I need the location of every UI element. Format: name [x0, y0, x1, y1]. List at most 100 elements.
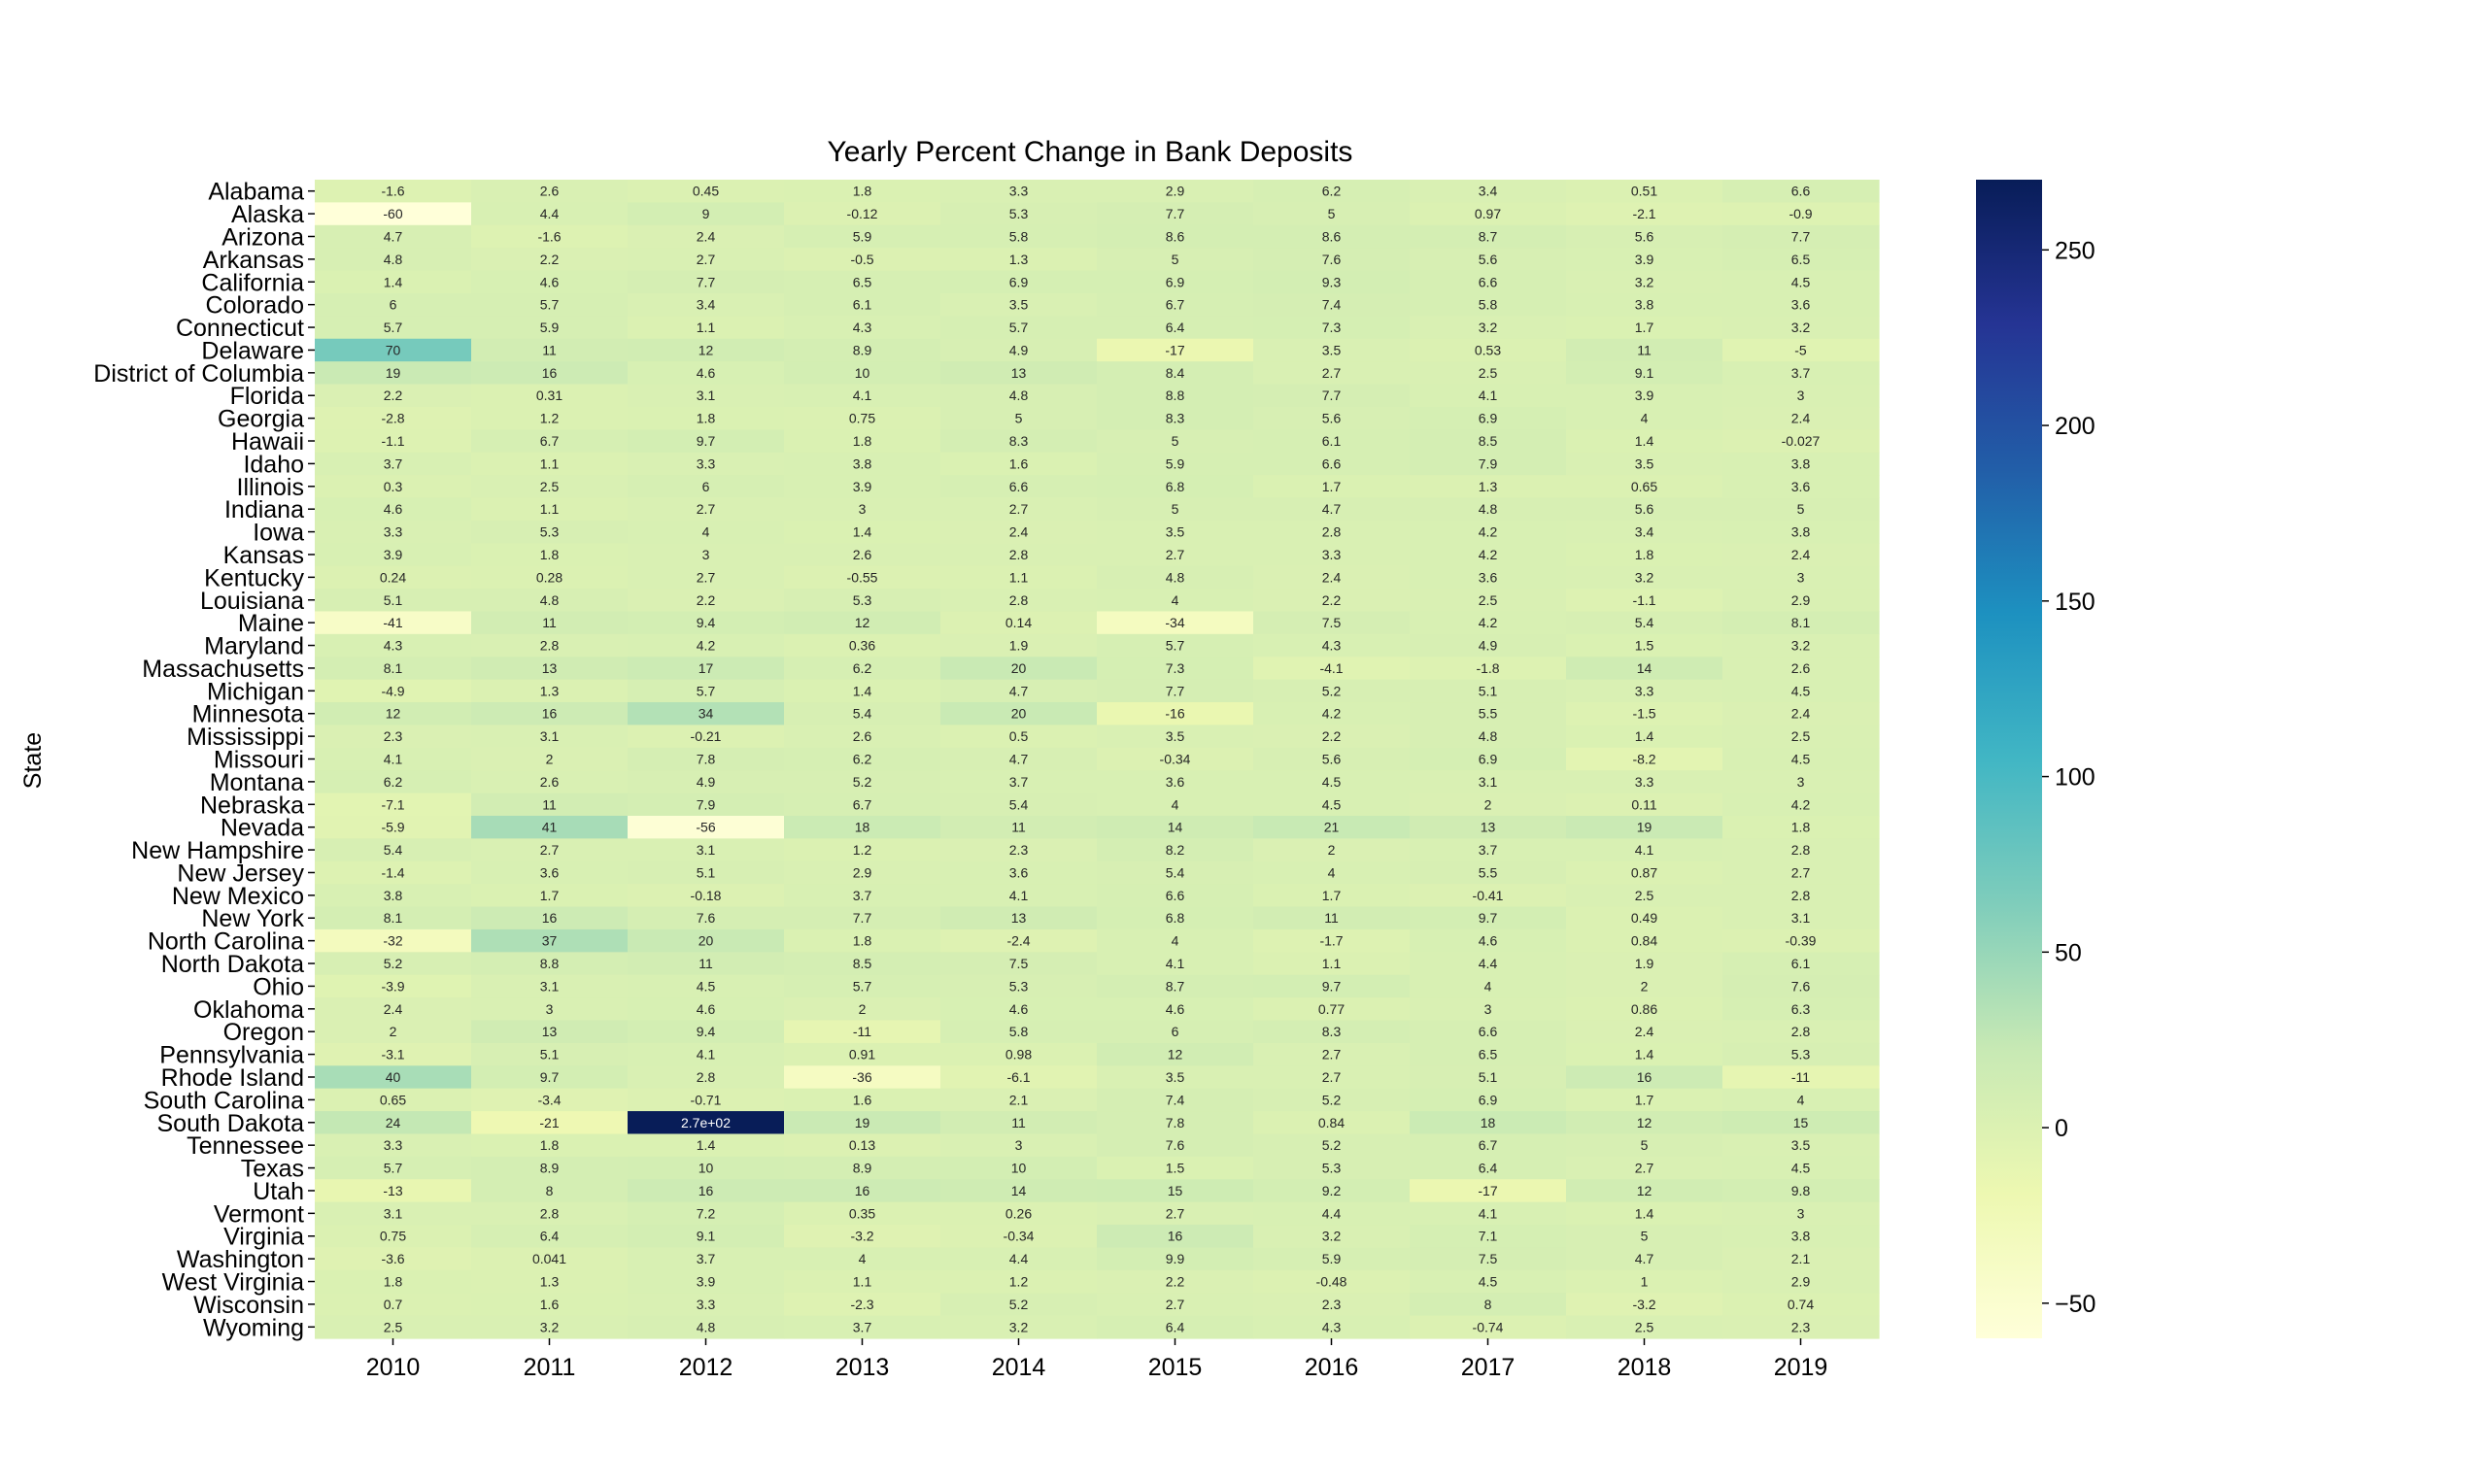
cell-value-label: -0.71: [691, 1092, 722, 1107]
heatmap-cell: [940, 657, 1098, 681]
cell-value-label: 5.7: [1166, 638, 1185, 654]
heatmap-cell: [1722, 452, 1880, 476]
row-label: Mississippi: [187, 724, 304, 751]
cell-value-label: 2.2: [384, 388, 403, 403]
heatmap-cell: [1722, 224, 1880, 249]
heatmap-cell: [940, 1111, 1098, 1135]
heatmap-cell: [315, 657, 472, 681]
heatmap-cell: [1097, 633, 1254, 658]
column-label: 2013: [835, 1354, 890, 1381]
cell-value-label: 3.5: [1166, 728, 1185, 744]
cell-value-label: 3: [1797, 774, 1805, 790]
cell-value-label: 4.7: [1322, 501, 1342, 517]
cell-value-label: 5.2: [853, 774, 872, 790]
cell-value-label: 2.9: [853, 864, 872, 880]
heatmap-cell-labels: -1.6 2.6 0.45 1.8 3.3 2.9 6.2 3.4 0.51 6.6-60 4.4 9…: [380, 184, 1821, 1335]
heatmap-cell: [1722, 270, 1880, 294]
cell-value-label: 4.9: [697, 774, 716, 790]
cell-value-label: 2.3: [1791, 1319, 1811, 1334]
cell-value-label: 0.24: [380, 569, 406, 585]
heatmap-cell: [784, 793, 941, 817]
cell-value-label: 0.75: [849, 411, 875, 426]
cell-value-label: 8.3: [1166, 411, 1185, 426]
cell-value-label: -2.8: [381, 411, 404, 426]
heatmap-cell: [1566, 1133, 1723, 1158]
cell-value-label: -0.55: [847, 569, 878, 585]
cell-value-label: -6.1: [1006, 1069, 1030, 1085]
cell-value-label: 1.8: [853, 433, 872, 449]
cell-value-label: 9.3: [1322, 274, 1342, 289]
cell-value-label: 6.3: [1791, 1001, 1811, 1017]
heatmap-cell: [628, 248, 785, 272]
heatmap-cell: [940, 974, 1098, 998]
heatmap-cell: [940, 384, 1098, 408]
column-label: 2018: [1618, 1354, 1672, 1381]
heatmap-cell: [1722, 952, 1880, 976]
cell-value-label: 13: [542, 1024, 558, 1039]
heatmap-cell: [940, 997, 1098, 1022]
cell-value-label: 16: [542, 910, 558, 926]
heatmap-cell: [315, 793, 472, 817]
heatmap-cell: [1253, 543, 1411, 567]
heatmap-cell: [628, 906, 785, 930]
cell-value-label: 1.4: [1635, 728, 1654, 744]
cell-value-label: 3.6: [1791, 479, 1811, 494]
cell-value-label: 4.8: [384, 252, 403, 267]
cell-value-label: 4.5: [1322, 796, 1342, 812]
heatmap-cell: [1410, 1088, 1567, 1112]
cell-value-label: 14: [1168, 820, 1183, 835]
heatmap-cell: [315, 361, 472, 386]
cell-value-label: 2.5: [1635, 888, 1654, 903]
cell-value-label: 8.1: [1791, 615, 1811, 630]
cell-value-label: 8.1: [384, 660, 403, 676]
cell-value-label: 3.8: [1791, 524, 1811, 540]
cell-value-label: 4.2: [1791, 796, 1811, 812]
cell-value-label: 9.4: [697, 1024, 716, 1039]
cell-value-label: -17: [1165, 342, 1184, 357]
cell-value-label: 4: [1641, 411, 1649, 426]
cell-value-label: 1.1: [697, 320, 716, 335]
cell-value-label: 2: [390, 1024, 397, 1039]
cell-value-label: 5: [1641, 1137, 1649, 1153]
cell-value-label: 5.7: [384, 320, 403, 335]
cell-value-label: -11: [853, 1024, 871, 1039]
row-label: Arkansas: [203, 247, 304, 274]
heatmap-cell: [1097, 543, 1254, 567]
cell-value-label: 3.2: [1791, 320, 1811, 335]
heatmap-cell: [1410, 202, 1567, 226]
cell-value-label: 4: [859, 1251, 867, 1266]
heatmap-cell: [1410, 1179, 1567, 1203]
heatmap-cell: [1722, 406, 1880, 430]
cell-value-label: 9.7: [1322, 978, 1342, 994]
cell-value-label: 16: [1637, 1069, 1652, 1085]
cell-value-label: 3.5: [1322, 342, 1342, 357]
cell-value-label: -0.21: [691, 728, 722, 744]
heatmap-cell: [940, 452, 1098, 476]
heatmap-cell: [471, 928, 629, 953]
heatmap-cell: [1410, 406, 1567, 430]
heatmap-cell: [1097, 248, 1254, 272]
cell-value-label: 1.7: [1635, 320, 1654, 335]
row-label: Virginia: [223, 1224, 304, 1251]
cell-value-label: 0.26: [1005, 1205, 1032, 1221]
heatmap-cell: [315, 543, 472, 567]
column-label: 2010: [366, 1354, 421, 1381]
row-label: Missouri: [214, 747, 304, 774]
row-label: Rhode Island: [161, 1064, 304, 1092]
cell-value-label: 3.4: [697, 297, 716, 313]
cell-value-label: 12: [855, 615, 870, 630]
heatmap-cell: [628, 1042, 785, 1066]
heatmap-cell: [1722, 906, 1880, 930]
row-label: Kentucky: [204, 564, 304, 591]
heatmap-cell: [1253, 1042, 1411, 1066]
heatmap-cell: [1253, 180, 1411, 203]
cell-value-label: 4.7: [1009, 752, 1029, 767]
cell-value-label: 3.4: [1635, 524, 1654, 540]
heatmap-cell: [784, 1293, 941, 1317]
cell-value-label: -0.41: [1473, 888, 1504, 903]
cell-value-label: 12: [386, 706, 401, 722]
heatmap-cell: [1097, 1111, 1254, 1135]
cell-value-label: 5.2: [1009, 1297, 1029, 1312]
cell-value-label: 5.9: [540, 320, 560, 335]
cell-value-label: 3.3: [1322, 547, 1342, 562]
